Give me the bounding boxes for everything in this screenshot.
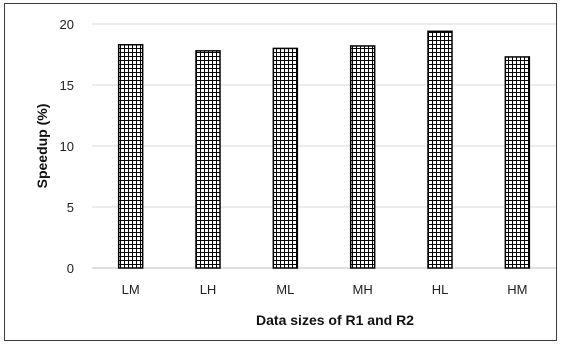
y-tick-label: 0	[67, 261, 74, 276]
x-tick-label-mh: MH	[353, 282, 373, 297]
y-tick-label: 5	[67, 200, 74, 215]
x-axis-title: Data sizes of R1 and R2	[256, 312, 414, 328]
y-tick-labels: 0 5 10 15 20	[60, 17, 74, 276]
bar-lm	[117, 43, 144, 269]
y-tick-label: 15	[60, 78, 74, 93]
bar-ml	[272, 47, 299, 269]
x-tick-labels: LM LH ML MH HL HM	[122, 282, 528, 297]
y-axis-title: Speedup (%)	[34, 104, 50, 189]
x-tick-label-ml: ML	[276, 282, 294, 297]
x-tick-label-hl: HL	[432, 282, 449, 297]
bar-lh	[195, 50, 221, 269]
bar-hl	[427, 30, 453, 269]
x-tick-label-lh: LH	[200, 282, 217, 297]
y-tick-label: 20	[60, 17, 74, 32]
bar-mh	[349, 45, 376, 269]
gridlines	[92, 23, 556, 269]
bar-hm	[504, 56, 531, 269]
x-tick-label-hm: HM	[507, 282, 527, 297]
bars	[117, 30, 531, 269]
x-tick-label-lm: LM	[122, 282, 140, 297]
y-tick-label: 10	[60, 139, 74, 154]
